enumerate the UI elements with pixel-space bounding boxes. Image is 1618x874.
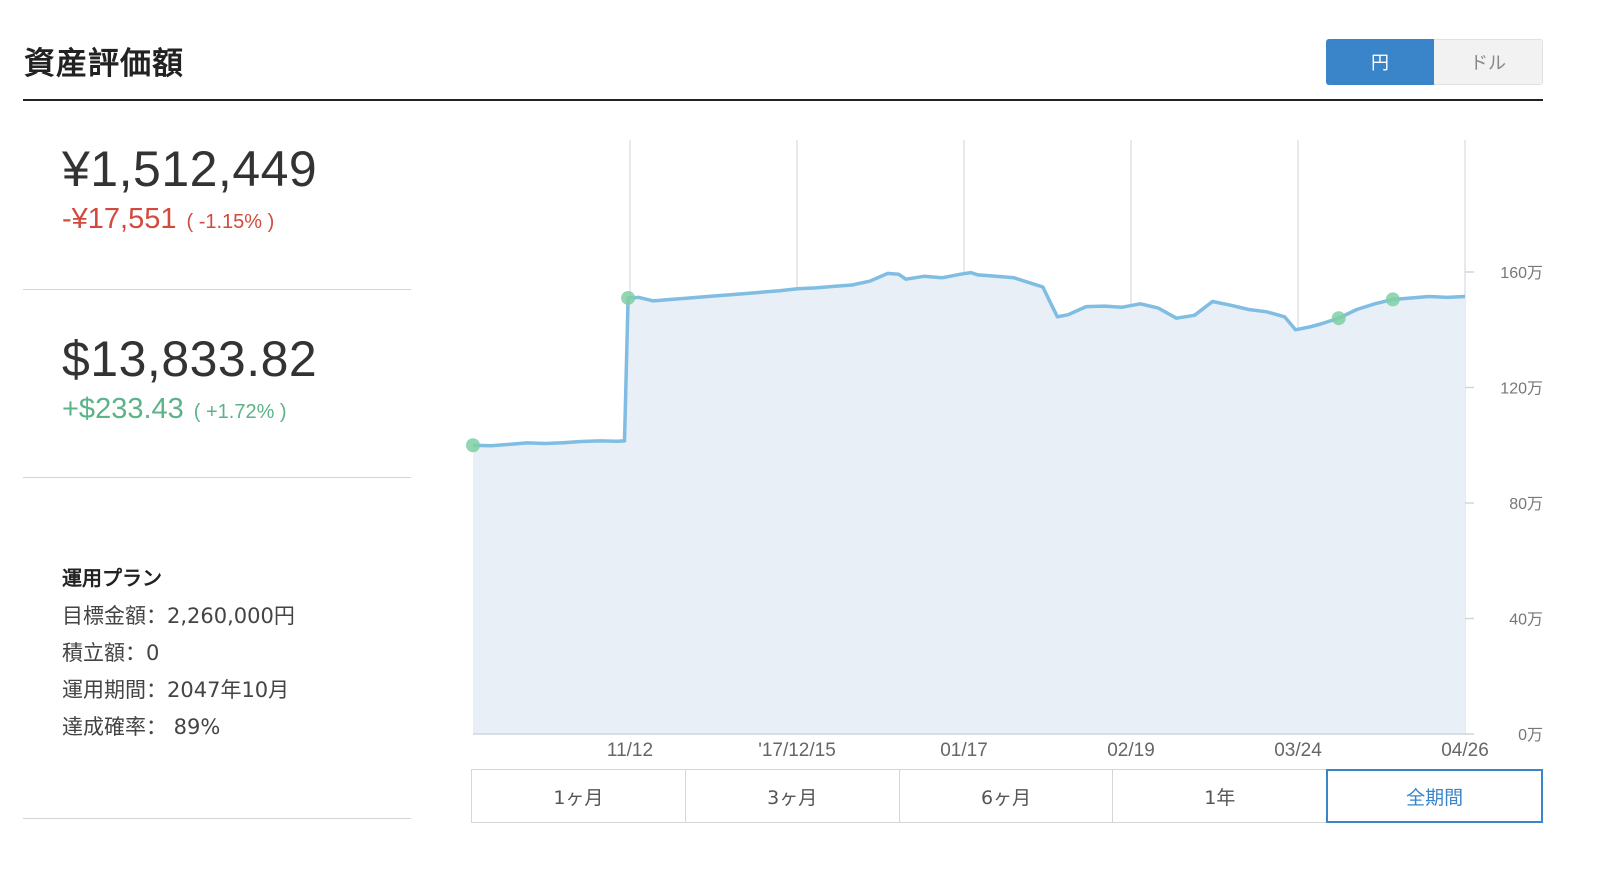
range-button[interactable]: 1年 — [1112, 769, 1327, 823]
page-title: 資産評価額 — [24, 46, 184, 82]
x-tick-label: '17/12/15 — [758, 740, 836, 761]
data-point-marker — [466, 438, 480, 453]
range-selector: 1ヶ月 3ヶ月 6ヶ月 1年 全期間 — [471, 769, 1543, 823]
summary-divider — [23, 289, 411, 290]
y-tick-label: 80万 — [1509, 496, 1543, 513]
plan-period: 運用期間：2047年10月 — [62, 678, 290, 702]
x-tick-label: 01/17 — [940, 740, 988, 761]
usd-change-amount: +$233.43 — [62, 393, 184, 425]
currency-toggle: 円 ドル — [1326, 39, 1543, 85]
data-point-marker — [621, 290, 636, 305]
plan-monthly: 積立額：0 — [62, 641, 160, 665]
plan-title: 運用プラン — [62, 566, 162, 590]
y-tick-label: 160万 — [1500, 265, 1543, 282]
plan-target: 目標金額：2,260,000円 — [62, 604, 295, 628]
y-tick-label: 40万 — [1509, 612, 1543, 629]
range-button[interactable]: 全期間 — [1326, 769, 1543, 823]
usd-change: +$233.43 ( +1.72% ) — [62, 393, 287, 426]
summary-divider — [23, 477, 411, 478]
range-button[interactable]: 1ヶ月 — [471, 769, 685, 823]
x-tick-label: 02/19 — [1107, 740, 1155, 761]
usd-total-value: $13,833.82 — [62, 331, 318, 387]
header-divider — [23, 99, 1543, 101]
yen-total-value: ¥1,512,449 — [62, 141, 318, 197]
range-button[interactable]: 3ヶ月 — [684, 769, 899, 823]
x-tick-label: 03/24 — [1274, 740, 1322, 761]
plan-probability: 達成確率： 89% — [62, 715, 221, 739]
plan-divider — [23, 818, 411, 819]
yen-change: -¥17,551 ( -1.15% ) — [62, 203, 274, 236]
yen-button[interactable]: 円 — [1326, 39, 1434, 85]
usd-change-percent: ( +1.72% ) — [193, 401, 287, 423]
x-tick-label: 11/12 — [607, 740, 653, 761]
y-tick-label: 120万 — [1500, 381, 1543, 398]
x-tick-label: 04/26 — [1441, 740, 1489, 761]
yen-change-percent: ( -1.15% ) — [186, 211, 275, 233]
dollar-button[interactable]: ドル — [1434, 39, 1543, 85]
y-tick-label: 0万 — [1518, 727, 1543, 744]
range-button[interactable]: 6ヶ月 — [898, 769, 1113, 823]
data-point-marker — [1385, 292, 1400, 307]
yen-change-amount: -¥17,551 — [62, 203, 177, 235]
chart-area — [473, 272, 1465, 734]
data-point-marker — [1331, 311, 1346, 326]
